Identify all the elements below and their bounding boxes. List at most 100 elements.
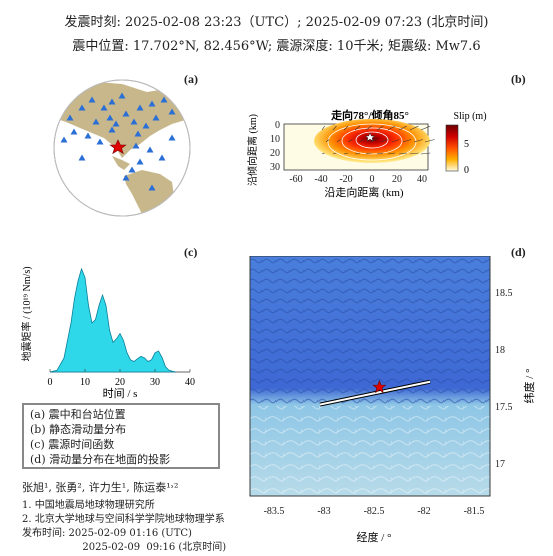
- station-triangle: [142, 122, 150, 129]
- affiliation-1: 1. 中国地震局地球物理研究所: [22, 500, 155, 511]
- slip-xlabel: 沿走向距离 (km): [324, 185, 403, 199]
- panel-a-globe: [53, 79, 191, 217]
- slip-vector: [321, 152, 325, 155]
- station-triangle: [128, 166, 136, 173]
- slip-ytick: 20: [270, 148, 280, 159]
- station-triangle: [134, 130, 142, 137]
- slip-ytick: 0: [275, 120, 280, 131]
- colorbar-tick: 5: [464, 139, 469, 150]
- publish-time-utc: 发布时间: 2025-02-09 01:16 (UTC): [22, 528, 192, 539]
- fault-trace: [319, 380, 431, 406]
- station-triangle: [122, 110, 130, 117]
- colorbar-label: Slip (m): [453, 111, 486, 122]
- map-ytick: 17: [495, 459, 505, 470]
- slip-ytick: 30: [270, 162, 280, 173]
- bathymetry-texture-shelf: [250, 406, 490, 496]
- station-triangle: [70, 128, 78, 135]
- panel-a-label: (a): [184, 72, 198, 86]
- hypocenter-star: [364, 132, 376, 142]
- map-ylabel: 纬度 / °: [522, 369, 536, 404]
- slip-vector: [358, 139, 365, 143]
- slip-vector: [402, 139, 412, 143]
- map-xtick: -82: [417, 506, 430, 517]
- legend-item: (c) 震源时间函数: [30, 438, 115, 451]
- slip-vector: [365, 152, 372, 155]
- station-triangle: [148, 184, 156, 191]
- slip-vector: [387, 152, 396, 155]
- station-triangle: [158, 154, 166, 161]
- panel-d-map: 18.5 18 17.5 17 -83.5 -83 -82.5 -82 -81.…: [249, 256, 536, 544]
- slip-vector: [354, 125, 361, 131]
- map-ytick: 18.5: [495, 288, 513, 299]
- slip-vector: [354, 152, 360, 155]
- slip-xtick: -20: [339, 174, 352, 185]
- slip-vector: [321, 125, 325, 131]
- station-triangle: [106, 114, 114, 121]
- slip-xtick: -60: [289, 174, 302, 185]
- station-triangle: [66, 114, 74, 121]
- slip-contours: [327, 123, 417, 161]
- legend-item: (a) 震中和台站位置: [30, 408, 126, 421]
- station-triangle: [96, 138, 104, 145]
- slip-vector: [332, 152, 337, 155]
- slip-vector: [398, 152, 407, 155]
- map-xtick: -82.5: [364, 506, 385, 517]
- map-xtick: -81.5: [464, 506, 485, 517]
- slip-vector: [409, 125, 419, 131]
- panel-c-stf: 地震矩率 / (10¹⁹ Nm/s) 0 10 20 30 40 时间 / s: [20, 266, 195, 400]
- slip-vector: [380, 139, 388, 143]
- event-time-line: 发震时刻: 2025-02-08 23:23（UTC）; 2025-02-09 …: [64, 15, 489, 30]
- station-triangle: [60, 136, 68, 143]
- map-xtick: -83.5: [264, 506, 285, 517]
- station-triangle: [78, 104, 86, 111]
- slip-xtick: 40: [417, 174, 427, 185]
- station-triangle: [78, 154, 86, 161]
- station-triangle: [160, 96, 168, 103]
- station-markers: [60, 92, 176, 191]
- panel-b-label: (b): [511, 72, 526, 86]
- slip-vector: [413, 139, 423, 143]
- slip-ylabel: 沿倾向距离 (km): [246, 114, 259, 186]
- station-triangle: [148, 100, 156, 107]
- colorbar-tick: 0: [464, 165, 469, 176]
- stf-xtick: 40: [185, 377, 195, 388]
- station-triangle: [168, 134, 176, 141]
- slip-vector: [376, 125, 384, 131]
- bathymetry-texture-deep: [250, 256, 490, 406]
- slip-vector: [343, 125, 349, 131]
- slip-title: 走向78°/倾角85°: [330, 108, 409, 122]
- slip-vector: [391, 139, 400, 143]
- legend-item: (b) 静态滑动量分布: [30, 423, 127, 436]
- station-triangle: [108, 98, 116, 105]
- slip-vector: [420, 125, 431, 131]
- epicenter-star: [109, 139, 127, 155]
- slip-vector: [420, 152, 431, 155]
- map-ytick: 17.5: [495, 402, 513, 413]
- authors: 张旭¹, 张勇², 许力生¹, 陈运泰¹˒²: [22, 481, 179, 494]
- stf-xtick: 0: [48, 377, 53, 388]
- legend-item: (d) 滑动量分布在地面的投影: [30, 453, 171, 466]
- stf-xtick: 20: [115, 377, 125, 388]
- slip-vector: [376, 152, 384, 155]
- station-triangle: [146, 146, 154, 153]
- slip-vector: [332, 125, 337, 131]
- station-triangle: [88, 96, 96, 103]
- event-location-line: 震中位置: 17.702°N, 82.456°W; 震源深度: 10千米; 矩震…: [72, 39, 481, 54]
- slip-xtick: -40: [314, 174, 327, 185]
- stf-xtick: 30: [150, 377, 160, 388]
- stf-ylabel: 地震矩率 / (10¹⁹ Nm/s): [20, 266, 33, 361]
- station-triangle: [122, 174, 130, 181]
- stf-xtick: 10: [80, 377, 90, 388]
- panel-c-label: (c): [184, 245, 198, 259]
- station-triangle: [92, 118, 100, 125]
- epicenter-star: [372, 379, 387, 394]
- station-triangle: [136, 158, 144, 165]
- slip-ytick: 10: [270, 134, 280, 145]
- panel-d-label: (d): [511, 245, 526, 259]
- slip-vector: [347, 139, 353, 143]
- stf-xlabel: 时间 / s: [103, 387, 138, 400]
- map-ytick: 18: [495, 345, 505, 356]
- station-triangle: [112, 120, 120, 127]
- slip-vector: [325, 139, 330, 143]
- station-triangle: [130, 118, 138, 125]
